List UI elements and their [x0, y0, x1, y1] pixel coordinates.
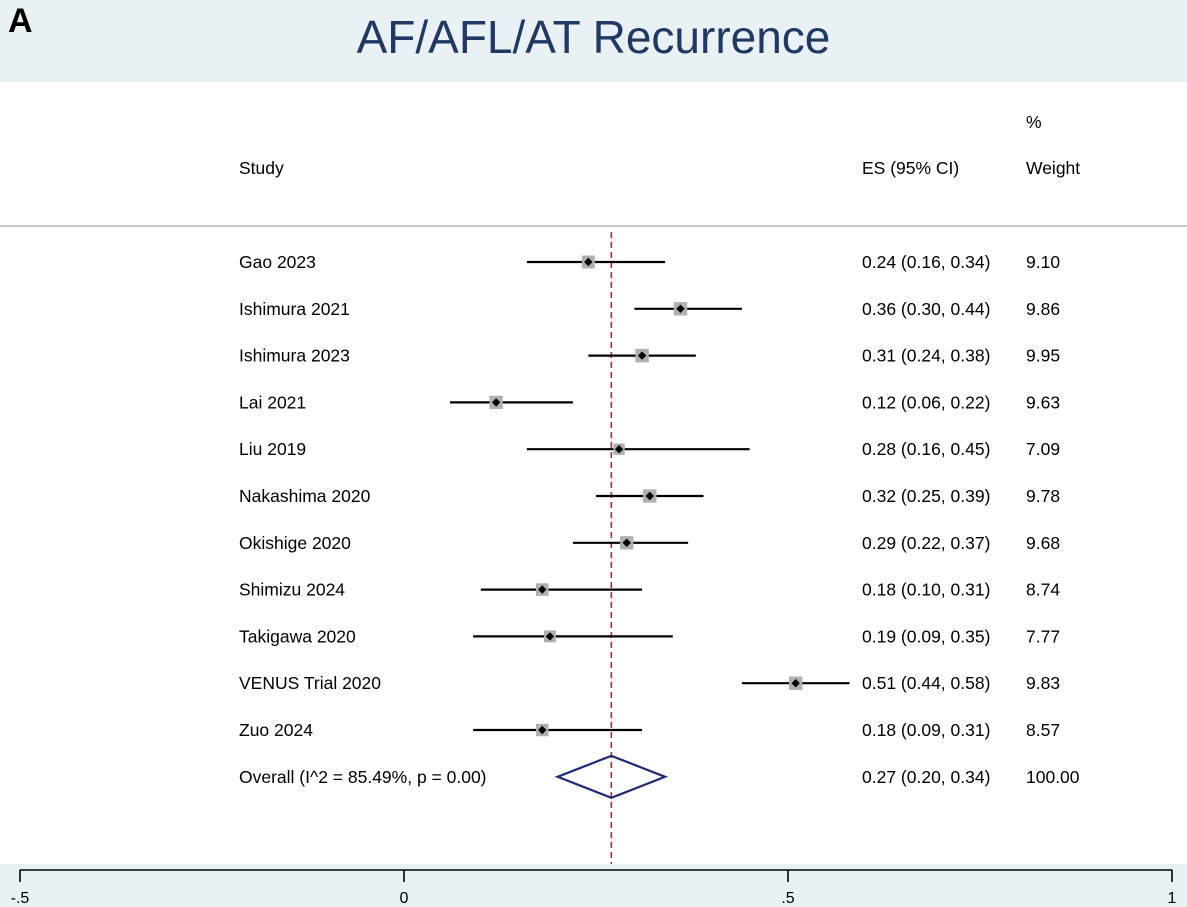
study-rows: Gao 2023 0.24 (0.16, 0.34) 9.10 Ishimura 20… — [239, 232, 1080, 864]
study-weight: 9.78 — [1026, 486, 1060, 506]
study-name: Shimizu 2024 — [239, 580, 345, 600]
study-weight: 9.10 — [1026, 252, 1060, 272]
study-weight: 8.74 — [1026, 580, 1060, 600]
study-weight: 9.83 — [1026, 673, 1060, 693]
chart-title: AF/AFL/AT Recurrence — [356, 11, 831, 63]
weight-header-percent: % — [1026, 112, 1042, 132]
study-es-ci: 0.28 (0.16, 0.45) — [862, 439, 990, 459]
study-es-ci: 0.24 (0.16, 0.34) — [862, 252, 990, 272]
x-axis-overlay-group — [19, 869, 1173, 882]
study-es-ci: 0.29 (0.22, 0.37) — [862, 533, 990, 553]
x-tick-label: -.5 — [11, 890, 30, 907]
study-point-estimate — [645, 491, 654, 501]
study-es-ci: 0.18 (0.09, 0.31) — [862, 720, 990, 740]
x-tick-label: 1 — [1168, 890, 1177, 907]
study-point-estimate — [676, 304, 685, 313]
study-weight: 9.68 — [1026, 533, 1060, 553]
study-es-ci: 0.32 (0.25, 0.39) — [862, 486, 990, 506]
es-column-header: ES (95% CI) — [862, 158, 959, 178]
study-point-estimate — [538, 725, 547, 735]
study-name: Gao 2023 — [239, 252, 316, 272]
study-name: Okishige 2020 — [239, 533, 351, 553]
overall-es-ci: 0.27 (0.20, 0.34) — [862, 767, 990, 787]
study-point-estimate — [791, 679, 800, 688]
study-es-ci: 0.36 (0.30, 0.44) — [862, 299, 990, 319]
weight-column-header: Weight — [1026, 158, 1080, 178]
study-name: Lai 2021 — [239, 392, 306, 412]
study-name: VENUS Trial 2020 — [239, 673, 381, 693]
study-es-ci: 0.31 (0.24, 0.38) — [862, 346, 990, 366]
overall-weight: 100.00 — [1026, 767, 1080, 787]
study-name: Ishimura 2023 — [239, 346, 350, 366]
study-point-estimate — [614, 445, 624, 454]
x-tick-label: .5 — [781, 890, 794, 907]
study-name: Ishimura 2021 — [239, 299, 350, 319]
study-point-estimate — [637, 351, 647, 360]
forest-plot: % Study ES (95% CI) Weight Gao 2023 0.24 … — [0, 112, 1187, 864]
x-tick-label: 0 — [400, 890, 409, 907]
overall-diamond — [554, 754, 669, 799]
study-point-estimate — [538, 585, 547, 594]
study-name: Liu 2019 — [239, 439, 306, 459]
study-weight: 9.86 — [1026, 299, 1060, 319]
overall-label: Overall (I^2 = 85.49%, p = 0.00) — [239, 767, 487, 787]
study-point-estimate — [545, 632, 555, 641]
plot-area: % Study ES (95% CI) Weight Gao 2023 0.24 … — [0, 82, 1187, 864]
x-tick-labels: -.5 0 .5 1 — [11, 890, 1177, 907]
panel-label: A — [8, 2, 33, 40]
study-weight: 7.77 — [1026, 626, 1060, 646]
study-point-estimate — [584, 257, 593, 267]
study-weight: 8.57 — [1026, 720, 1060, 740]
study-name: Zuo 2024 — [239, 720, 313, 740]
study-es-ci: 0.51 (0.44, 0.58) — [862, 673, 990, 693]
study-point-estimate — [491, 398, 501, 407]
study-name: Takigawa 2020 — [239, 626, 356, 646]
study-weight: 9.95 — [1026, 346, 1060, 366]
study-weight: 7.09 — [1026, 439, 1060, 459]
study-es-ci: 0.12 (0.06, 0.22) — [862, 392, 990, 412]
study-weight: 9.63 — [1026, 392, 1060, 412]
study-name: Nakashima 2020 — [239, 486, 371, 506]
study-es-ci: 0.19 (0.09, 0.35) — [862, 626, 990, 646]
study-column-header: Study — [239, 158, 284, 178]
study-es-ci: 0.18 (0.10, 0.31) — [862, 580, 990, 600]
